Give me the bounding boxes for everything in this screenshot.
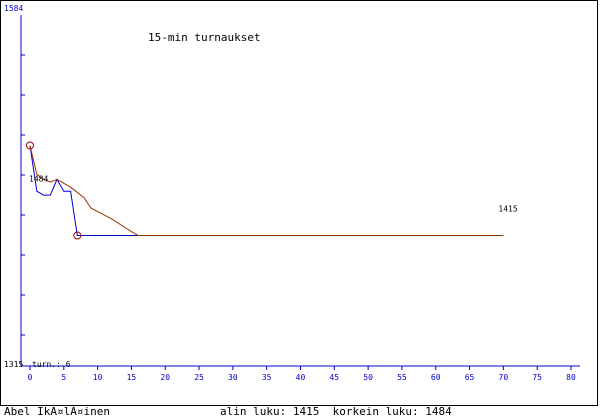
x-tick-label: 75	[532, 373, 542, 382]
x-tick-label: 0	[28, 373, 33, 382]
x-tick-label: 20	[160, 373, 170, 382]
x-tick-label: 5	[61, 373, 66, 382]
data-point-marker	[73, 231, 82, 240]
y-min-label: 1315	[4, 360, 23, 369]
turn-count-label: turn.: 6	[32, 360, 71, 369]
x-tick-label: 15	[127, 373, 137, 382]
chart-frame	[0, 0, 598, 406]
x-tick-label: 70	[499, 373, 509, 382]
data-label: 1484	[29, 174, 48, 183]
x-tick-label: 80	[566, 373, 576, 382]
chart-axes: 0 5 10 15 20 25 30 35 40 45 50 55 60 65 70 75 80 1584 1315	[4, 4, 580, 382]
x-tick-label: 40	[296, 373, 306, 382]
chart-labels: turn.: 6 15-min turnaukset 1484 1415	[29, 31, 518, 369]
x-tick-label: 55	[397, 373, 407, 382]
series-line-1	[29, 145, 139, 236]
x-tick-label: 50	[363, 373, 373, 382]
y-max-label: 1584	[4, 4, 23, 13]
x-tick-label: 65	[465, 373, 475, 382]
series-line-2	[29, 145, 504, 236]
data-point-marker	[26, 141, 34, 150]
footer-player-name: Abel IkÃ¤lÃ¤inen	[4, 405, 110, 418]
data-label: 1415	[498, 205, 517, 214]
chart-title: 15-min turnaukset	[148, 31, 261, 44]
x-tick-label: 45	[329, 373, 339, 382]
chart-series	[26, 141, 504, 240]
footer-min-max: alin luku: 1415 korkein luku: 1484	[220, 405, 452, 418]
x-tick-label: 25	[194, 373, 204, 382]
x-tick-label: 60	[431, 373, 441, 382]
x-tick-label: 35	[262, 373, 272, 382]
x-tick-label: 30	[228, 373, 238, 382]
x-tick-label: 10	[93, 373, 103, 382]
